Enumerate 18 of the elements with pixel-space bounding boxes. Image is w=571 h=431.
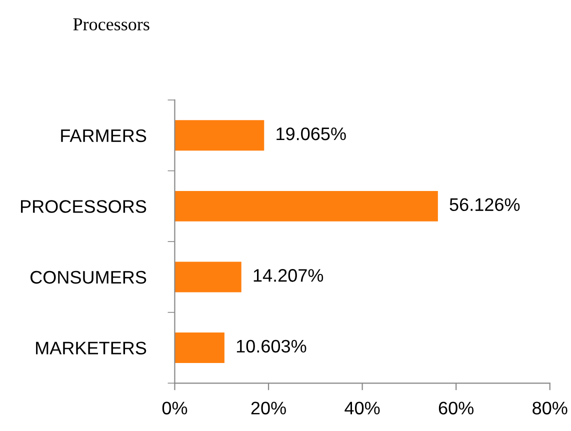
data-label: 10.603%	[236, 340, 306, 353]
x-tick-label: 40%	[344, 402, 380, 414]
x-tick-label: 20%	[251, 402, 286, 414]
chart-title: Processors	[73, 18, 150, 30]
y-tick-label: FARMERS	[61, 129, 146, 142]
x-tick-label: 0%	[162, 402, 188, 414]
bar	[174, 120, 264, 151]
data-label: 19.065%	[276, 127, 346, 140]
x-tick-label: 60%	[438, 402, 474, 414]
bar	[174, 262, 242, 292]
data-label: 14.207%	[254, 269, 324, 282]
bar	[174, 190, 438, 222]
x-tick-label: 80%	[532, 402, 568, 414]
y-tick-label: PROCESSORS	[21, 200, 146, 213]
bar	[174, 332, 224, 363]
data-label: 56.126%	[450, 198, 520, 212]
y-tick-label: CONSUMERS	[30, 270, 146, 284]
y-tick-label: MARKETERS	[36, 342, 146, 354]
